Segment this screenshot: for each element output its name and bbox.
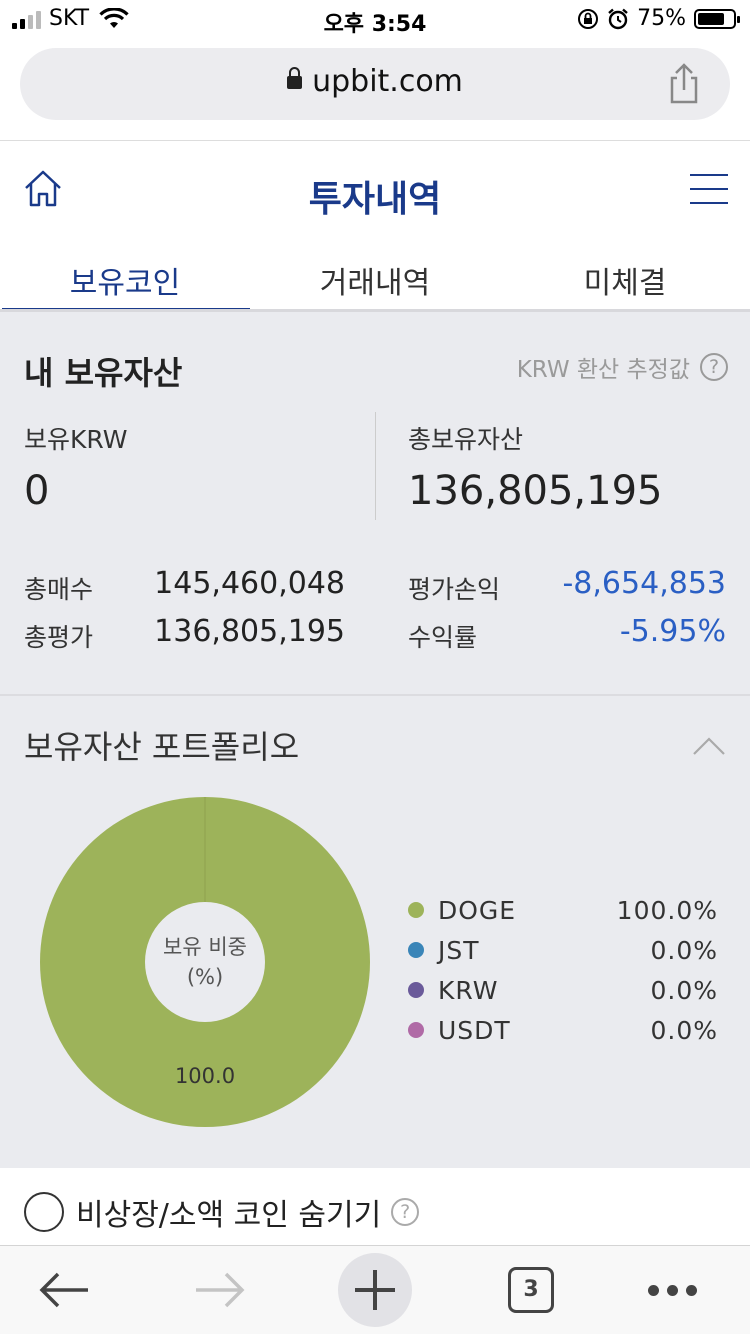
donut-hole — [145, 902, 265, 1022]
legend-dot — [408, 942, 424, 958]
donut-slice-label: 100.0 — [174, 1064, 236, 1088]
total-assets-value: 136,805,195 — [408, 468, 663, 514]
tab-count: 3 — [508, 1267, 554, 1313]
forward-button[interactable] — [188, 1258, 252, 1322]
pnl-value: -8,654,853 — [562, 566, 726, 601]
hide-small-coins-label[interactable]: 비상장/소액 코인 숨기기 — [76, 1198, 382, 1233]
portfolio-donut-chart — [40, 797, 370, 1127]
browser-toolbar: 3 — [0, 1245, 750, 1334]
back-button[interactable] — [32, 1258, 96, 1322]
legend-name: DOGE — [438, 895, 517, 925]
tabs-button[interactable]: 3 — [500, 1258, 562, 1322]
battery-fill — [698, 12, 724, 25]
pnl-label: 평가손익 — [408, 575, 501, 604]
krw-estimate-note: KRW 환산 추정값 ? — [517, 350, 728, 384]
tab-border — [0, 309, 750, 312]
section-divider — [0, 694, 750, 696]
legend-item-jst: JST 0.0% — [408, 930, 718, 970]
donut-center-label-line2: (%) — [186, 965, 224, 989]
battery-percent: 75% — [637, 6, 686, 31]
help-icon[interactable]: ? — [391, 1198, 420, 1226]
total-eval-value: 136,805,195 — [154, 614, 345, 649]
total-buy-value: 145,460,048 — [154, 566, 345, 601]
assets-divider — [375, 412, 376, 520]
legend-item-krw: KRW 0.0% — [408, 970, 718, 1010]
legend-dot — [408, 902, 424, 918]
new-tab-button[interactable] — [338, 1253, 412, 1327]
status-time: 오후 3:54 — [323, 12, 427, 37]
chevron-up-icon[interactable] — [692, 736, 726, 756]
legend-name: KRW — [438, 975, 499, 1005]
legend-percent: 100.0% — [616, 895, 718, 925]
home-icon[interactable] — [22, 168, 64, 210]
my-assets-title: 내 보유자산 — [24, 354, 183, 392]
orientation-lock-icon — [578, 8, 599, 29]
portfolio-title: 보유자산 포트폴리오 — [24, 728, 300, 766]
return-label: 수익률 — [408, 623, 478, 652]
url-display[interactable]: upbit.com — [20, 64, 730, 99]
legend-dot — [408, 1022, 424, 1038]
signal-icon — [12, 9, 41, 29]
donut-center-label: 보유 비중 (%) — [40, 797, 370, 1127]
more-button[interactable] — [640, 1258, 704, 1322]
legend-item-doge: DOGE 100.0% — [408, 890, 718, 930]
hide-small-coins-radio[interactable] — [24, 1192, 64, 1232]
battery-icon — [694, 8, 740, 29]
wifi-icon — [99, 7, 129, 28]
alarm-icon — [608, 8, 628, 29]
tab-bar: 보유코인 거래내역 미체결 — [0, 250, 750, 312]
plus-icon — [355, 1270, 395, 1310]
portfolio-legend: DOGE 100.0% JST 0.0% KRW 0.0% USDT 0.0% — [408, 890, 718, 1050]
total-buy-label: 총매수 — [24, 575, 94, 604]
legend-percent: 0.0% — [650, 935, 718, 965]
legend-dot — [408, 982, 424, 998]
hide-small-coins-toggle[interactable]: 비상장/소액 코인 숨기기 ? — [24, 1190, 420, 1234]
total-eval-label: 총평가 — [24, 623, 94, 652]
tab-trade-history[interactable]: 거래내역 — [319, 266, 431, 301]
held-krw-label: 보유KRW — [24, 425, 128, 454]
arrow-left-icon — [39, 1272, 88, 1308]
carrier-name: SKT — [49, 6, 90, 31]
status-left: SKT — [12, 6, 129, 31]
return-value: -5.95% — [619, 614, 726, 649]
more-icon — [647, 1284, 697, 1296]
share-icon[interactable] — [664, 62, 704, 106]
menu-icon[interactable] — [690, 174, 728, 204]
legend-item-usdt: USDT 0.0% — [408, 1010, 718, 1050]
page-title: 투자내역 — [308, 179, 442, 220]
total-assets-label: 총보유자산 — [408, 425, 524, 454]
browser-divider — [0, 140, 750, 141]
url-bar[interactable]: upbit.com — [20, 48, 730, 120]
donut-center-label-line1: 보유 비중 — [163, 935, 247, 959]
legend-percent: 0.0% — [650, 1015, 718, 1045]
status-bar: SKT 오후 3:54 75% — [0, 0, 750, 40]
lock-icon — [287, 67, 303, 89]
legend-name: JST — [438, 935, 480, 965]
legend-percent: 0.0% — [650, 975, 718, 1005]
legend-name: USDT — [438, 1015, 511, 1045]
arrow-right-icon — [196, 1272, 245, 1308]
holdings-panel: 내 보유자산 KRW 환산 추정값 ? 보유KRW 0 총보유자산 136,80… — [0, 312, 750, 1168]
status-right: 75% — [577, 6, 740, 31]
url-text: upbit.com — [312, 64, 463, 99]
krw-estimate-label: KRW 환산 추정값 — [516, 357, 690, 383]
tab-holdings[interactable]: 보유코인 — [0, 250, 250, 312]
help-icon[interactable]: ? — [700, 353, 728, 381]
tab-open-orders[interactable]: 미체결 — [583, 266, 667, 301]
held-krw-value: 0 — [24, 468, 50, 514]
